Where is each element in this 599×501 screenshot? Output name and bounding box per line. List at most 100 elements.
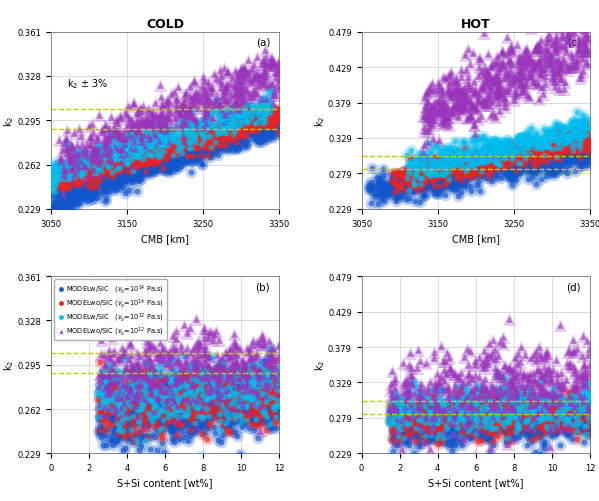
Point (416, 182, 425, 190)
Point (408, 180, 418, 188)
Point (189, 365, 199, 373)
Point (233, 392, 243, 400)
Point (184, 406, 194, 414)
Point (243, 408, 253, 416)
Point (575, 155, 585, 163)
Point (410, 173, 419, 181)
Point (264, 383, 274, 391)
Point (95, 383, 104, 391)
Point (510, 88, 520, 96)
Point (176, 401, 185, 409)
Point (483, 154, 493, 162)
Point (131, 415, 140, 423)
Point (97, 378, 107, 386)
Point (216, 67, 225, 75)
Point (95, 381, 105, 389)
Point (203, 390, 213, 398)
Point (229, 82, 239, 90)
Point (107, 412, 116, 420)
Point (213, 141, 222, 149)
Point (258, 401, 268, 409)
Point (392, 412, 402, 420)
Point (189, 406, 199, 414)
Point (228, 135, 238, 143)
Point (480, 375, 490, 383)
Point (156, 340, 165, 348)
Point (400, 414, 409, 422)
Point (267, 56, 277, 64)
Point (544, 403, 554, 411)
Point (489, 421, 498, 429)
Point (426, 417, 435, 425)
Point (130, 364, 140, 372)
Point (232, 77, 242, 85)
Point (240, 376, 249, 384)
Point (125, 407, 134, 415)
Point (583, 403, 593, 411)
Point (539, 405, 548, 413)
Point (150, 149, 159, 157)
Point (240, 417, 249, 425)
Point (95, 160, 104, 168)
Point (68, 160, 78, 168)
Point (574, 400, 584, 408)
Point (436, 430, 446, 438)
Point (67, 186, 77, 194)
Point (431, 429, 440, 437)
Point (447, 437, 457, 445)
Point (524, 129, 534, 137)
Point (451, 88, 461, 96)
Point (261, 361, 271, 369)
Point (559, 143, 568, 151)
Point (172, 397, 181, 405)
Point (462, 166, 471, 174)
Point (579, 144, 588, 152)
Point (161, 396, 171, 404)
Point (398, 410, 408, 418)
Point (507, 144, 516, 152)
Point (164, 359, 174, 367)
Point (429, 409, 439, 417)
Point (447, 164, 456, 172)
Point (187, 123, 197, 131)
Point (110, 407, 119, 415)
Point (256, 72, 266, 80)
Point (495, 65, 505, 73)
Point (144, 413, 154, 421)
Point (388, 407, 397, 415)
Point (523, 154, 533, 162)
Point (418, 165, 428, 173)
Point (556, 390, 566, 398)
Point (213, 381, 222, 389)
Point (249, 395, 258, 403)
Point (162, 148, 171, 156)
Point (458, 425, 467, 433)
Point (147, 153, 157, 161)
Point (446, 369, 456, 377)
Point (81, 150, 91, 158)
Point (538, 156, 547, 164)
Point (546, 170, 555, 178)
Point (510, 402, 519, 410)
Point (531, 45, 541, 53)
Point (248, 395, 258, 403)
Point (430, 184, 440, 192)
Point (500, 398, 509, 406)
Point (480, 411, 489, 419)
Point (434, 395, 444, 403)
Point (262, 123, 272, 131)
Point (496, 165, 506, 173)
Point (98, 169, 107, 177)
Point (578, 403, 588, 411)
Point (476, 157, 485, 165)
Point (408, 163, 418, 171)
Point (239, 78, 249, 86)
Point (123, 387, 133, 395)
Point (507, 428, 517, 436)
Point (476, 112, 485, 120)
Point (532, 45, 541, 53)
Point (555, 424, 565, 432)
Point (180, 123, 189, 131)
Point (500, 157, 510, 165)
Point (494, 151, 504, 159)
